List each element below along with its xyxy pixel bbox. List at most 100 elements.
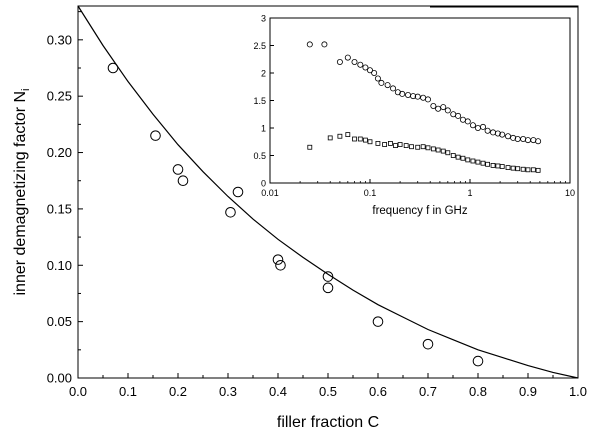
inset-circle-point [484,127,491,134]
inset-circle-point [366,67,373,74]
main-markers-layer [107,62,484,367]
inset-circle-point [469,122,476,129]
main-fit-curve-layer [77,5,579,379]
inset-circle-point [306,41,313,48]
x-tick-label: 0.5 [319,384,337,399]
inset-square-point [409,144,414,150]
inset-x-tick-label: 0.1 [364,188,377,198]
inset-circle-point [336,59,343,66]
inset-circle-point [510,134,517,141]
inset-x-tick-label: 10 [565,188,575,198]
x-axis-title: filler fraction C [277,414,379,431]
inset-y-tick-label: 0 [261,179,266,189]
inset-y-tick-label: 2 [261,69,266,79]
inset-x-ticks: 0.01 0.1 1 10 [261,179,575,198]
inset-circle-point [414,93,421,100]
inset-square-point [445,150,451,156]
y-tick-label: 0.15 [47,201,72,216]
inset-square-point [440,148,446,154]
data-point [107,62,119,74]
inset-y-tick-label: 2.5 [253,41,266,51]
inset-circle-point [390,85,397,92]
x-tick-label: 0.3 [219,384,237,399]
inset-square-point [382,142,388,147]
x-tick-label: 0.4 [269,384,287,399]
inset-y-tick-label: 1.5 [253,96,266,106]
y-tick-label: 0.30 [47,32,72,47]
inset-circle-point [480,123,487,130]
inset-square-point [505,165,511,171]
inset-square-point [363,137,368,143]
inset-circle-point [464,118,471,125]
inset-square-point [393,143,398,149]
data-point [177,175,189,187]
inset-plot-frame [269,17,571,184]
inset-circle-point [410,93,417,100]
inset-plot: 0.01 0.1 1 10 0 0.5 1 1.5 2 2.5 3 frequency f in … [253,6,578,217]
inset-square-point [403,143,409,149]
inset-square-point [499,164,505,169]
y-tick-label: 0.05 [47,314,72,329]
x-tick-label: 0.9 [519,384,537,399]
inset-square-point [470,158,476,164]
inset-square-point [455,154,461,160]
y-axis-title-subscript: i [20,88,32,90]
inset-square-point [397,142,403,147]
inset-circle-point [321,41,328,48]
inset-square-point [352,136,357,142]
inset-square-point [535,167,541,173]
inset-square-point [530,167,536,173]
y-axis-title: inner demagnetizing factor Ni [12,88,32,295]
inset-square-point [465,157,471,163]
inset-square-point [357,136,363,142]
inset-square-point [515,166,521,172]
inset-square-point [450,153,456,158]
inset-square-point [425,145,431,151]
inset-square-point [375,140,381,146]
data-point [322,271,334,282]
inset-circle-point [424,96,431,103]
inset-circle-point [374,75,381,82]
data-point [422,338,434,350]
inset-y-tick-label: 0.5 [253,151,266,161]
inset-square-point [420,144,426,150]
main-x-ticks: 0.0 0.1 0.2 0.3 0.4 0.5 0.6 0.7 0.8 0.9 1.0 [69,373,587,399]
inset-circle-point [371,70,378,77]
inset-y-tick-label: 3 [261,14,266,24]
inset-circle-point [535,138,542,145]
inset-square-point [510,165,516,171]
inset-square-point [307,144,313,150]
inset-square-point [367,139,373,145]
x-tick-label: 0.0 [69,384,87,399]
y-tick-label: 0.10 [47,258,72,273]
inset-square-point [327,135,333,141]
inset-square-point [345,132,351,138]
inset-square-point [337,133,343,139]
inset-circle-point [362,64,369,71]
inset-circle-point [444,107,451,114]
x-tick-label: 0.6 [369,384,387,399]
data-point [372,316,384,327]
x-tick-label: 0.7 [419,384,437,399]
inset-circle-point [435,105,442,112]
inset-circle-point [357,61,364,68]
inset-square-point [485,161,491,167]
data-point [272,254,284,265]
inset-square-point [480,160,486,166]
inset-circle-point [344,54,351,61]
inset-x-axis-title: frequency f in GHz [372,205,467,217]
inset-circle-point [494,130,501,137]
inset-square-point [525,167,531,173]
data-point [150,130,161,141]
inset-circle-point [499,131,506,138]
data-point [225,206,236,218]
inset-square-point [460,155,466,161]
inset-x-tick-label: 0.01 [261,188,279,198]
inset-circle-point [399,90,406,97]
inset-square-point [520,166,526,172]
inset-x-tick-label: 1 [467,188,472,198]
y-tick-label: 0.00 [47,371,72,386]
y-axis-title-main: inner demagnetizing factor N [12,91,29,296]
x-tick-label: 0.8 [469,384,487,399]
main-y-ticks: 0.00 0.05 0.10 0.15 0.20 0.25 0.30 [47,11,83,386]
